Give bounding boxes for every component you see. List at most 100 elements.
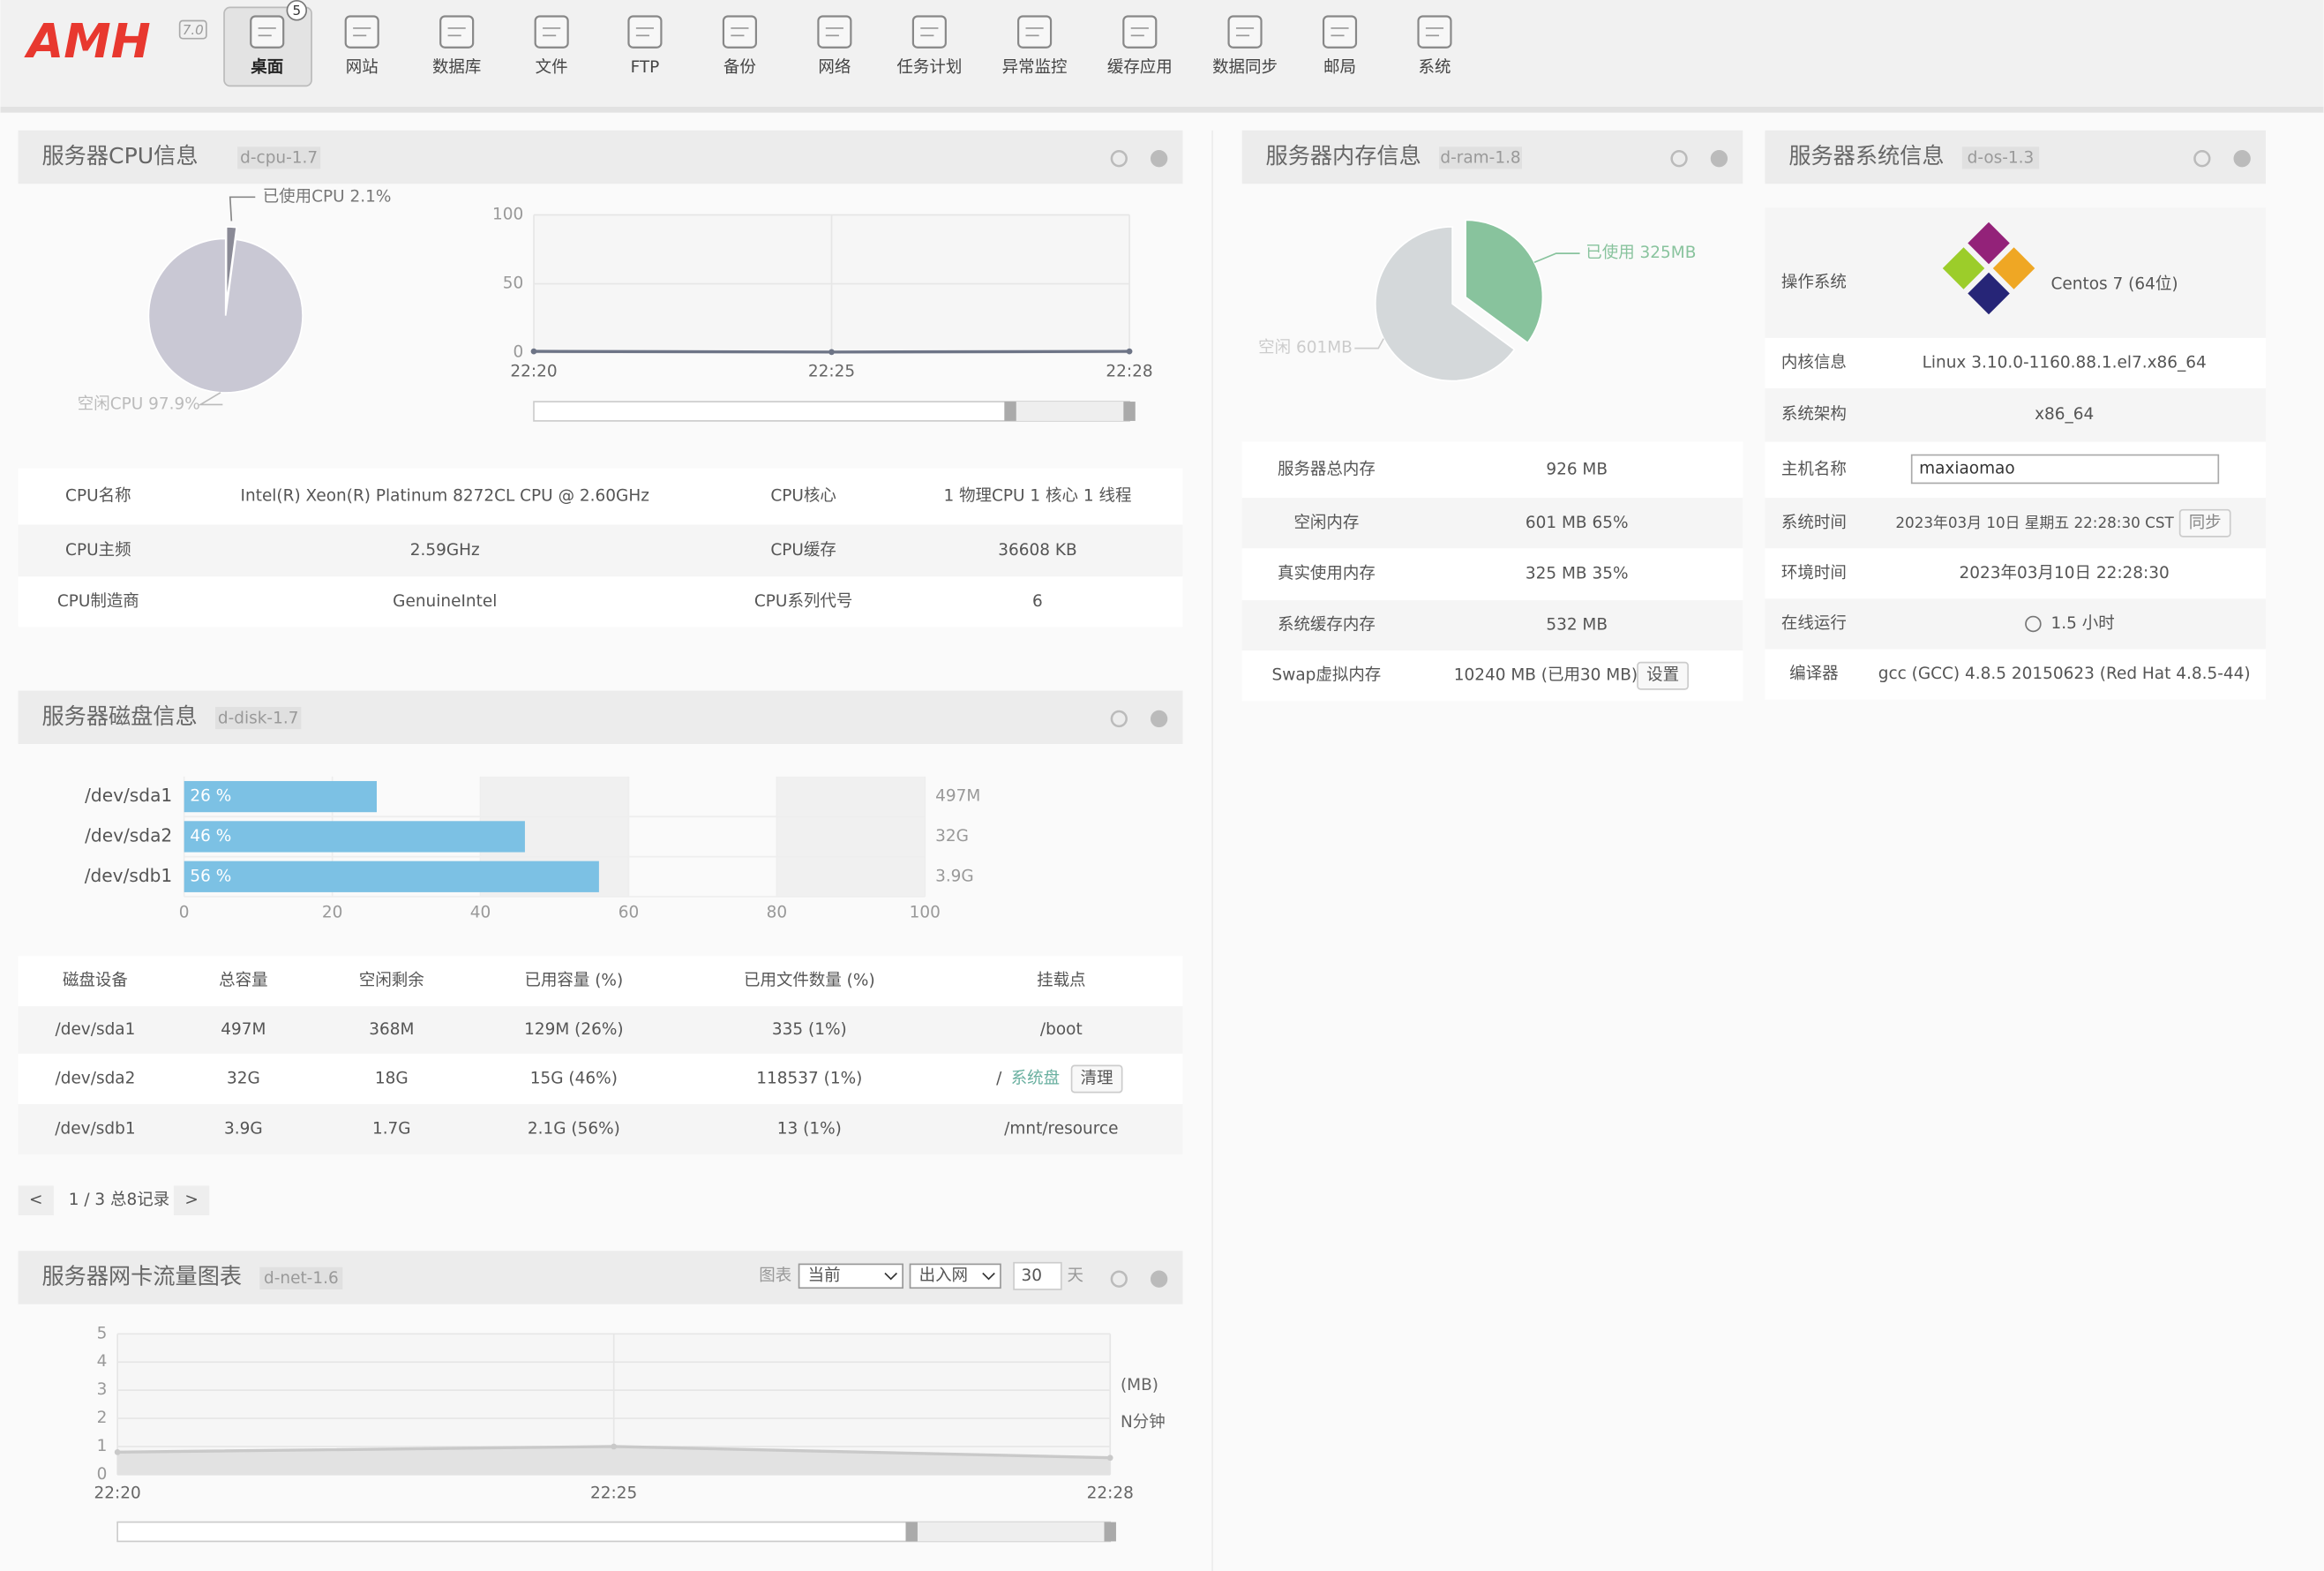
nav-item: 邮局	[1323, 58, 1356, 77]
pie-label: 已使用 325MB	[1586, 244, 1696, 262]
os-logo-part	[1992, 247, 2035, 289]
refresh-button[interactable]	[1110, 1270, 1128, 1288]
nav-icon[interactable]	[722, 15, 757, 49]
nav-item: 备份	[723, 58, 756, 77]
pager-next[interactable]	[173, 1185, 210, 1215]
zoom-slider-mask	[1010, 402, 1130, 421]
panel-title: 服务器网卡流量图表	[41, 1264, 242, 1289]
leader-line	[229, 196, 256, 222]
days-input[interactable]	[1013, 1261, 1062, 1290]
table-value: x86_64	[2035, 405, 2094, 424]
hostname-input[interactable]	[1910, 454, 2220, 485]
panel-tag-box	[259, 1267, 343, 1289]
table-row	[1765, 387, 2267, 442]
swap-button[interactable]	[1637, 661, 1689, 690]
y-tick-label: 50	[503, 274, 524, 293]
os-logo-part	[1968, 222, 2010, 265]
category-label: /dev/sda1	[85, 785, 172, 806]
nav-icon[interactable]	[439, 15, 475, 49]
close-button[interactable]	[1150, 710, 1168, 728]
swap-button-label: 设置	[1646, 666, 1679, 685]
nav-icon[interactable]	[250, 15, 285, 49]
y-tick-label: 5	[97, 1324, 108, 1342]
table-value: 926 MB	[1546, 460, 1608, 478]
panel-tag: d-os-1.3	[1968, 149, 2035, 168]
table-row	[1241, 548, 1743, 601]
table-cell: CPU制造商	[57, 592, 139, 611]
control-label: 图表	[759, 1267, 791, 1285]
nav-icon[interactable]	[817, 15, 852, 49]
nav-icon[interactable]	[344, 15, 379, 49]
pie-label: 空闲 601MB	[1258, 339, 1353, 357]
select-value: 出入网	[919, 1267, 968, 1285]
nav-icon[interactable]	[1417, 15, 1452, 49]
nav-icon[interactable]	[1017, 15, 1053, 49]
table-cell: /mnt/resource	[1004, 1120, 1118, 1139]
table-cell: 497M	[221, 1020, 266, 1039]
panel-tag: d-cpu-1.7	[240, 149, 318, 168]
zoom-handle[interactable]	[905, 1522, 918, 1542]
sync-button[interactable]	[2178, 508, 2231, 537]
table-row	[1765, 649, 2267, 700]
refresh-button[interactable]	[1670, 150, 1688, 168]
table-value: Centos 7 (64位)	[2051, 274, 2178, 293]
close-button[interactable]	[1150, 150, 1168, 168]
clock-icon	[2025, 615, 2042, 633]
zoom-handle[interactable]	[1004, 402, 1016, 421]
close-button[interactable]	[2233, 150, 2251, 168]
table-row	[1241, 600, 1743, 651]
table-row	[18, 1104, 1183, 1155]
x-tick-label: 22:20	[510, 362, 557, 380]
os-logo-part	[1968, 272, 2010, 315]
pager-prev[interactable]	[18, 1185, 54, 1215]
nav-item: 缓存应用	[1107, 58, 1173, 77]
table-row	[18, 1006, 1183, 1054]
refresh-button[interactable]	[1110, 710, 1128, 728]
panel-header	[18, 690, 1183, 744]
panel-title: 服务器系统信息	[1788, 143, 1944, 169]
nav-icon[interactable]	[1322, 15, 1358, 49]
pie-slice	[1465, 219, 1544, 344]
x-tick-label: 60	[618, 903, 640, 921]
table-cell: 13 (1%)	[777, 1120, 842, 1139]
close-button[interactable]	[1150, 1270, 1168, 1288]
table-label: 在线运行	[1781, 614, 1847, 633]
table-value: 532 MB	[1546, 616, 1608, 635]
table-label: 操作系统	[1781, 274, 1847, 292]
table-cell: /boot	[1040, 1020, 1083, 1039]
pie-slice	[225, 226, 238, 304]
sync-button-label: 同步	[2189, 514, 2222, 532]
refresh-button[interactable]	[1110, 150, 1128, 168]
nav-icon[interactable]	[1227, 15, 1263, 49]
clean-button[interactable]	[1070, 1064, 1123, 1094]
refresh-button[interactable]	[2193, 150, 2211, 168]
y-tick-label: 3	[97, 1380, 108, 1399]
point	[1106, 1454, 1113, 1462]
nav-icon[interactable]	[1122, 15, 1158, 49]
table-cell: /dev/sda2	[56, 1069, 136, 1087]
zoom-handle[interactable]	[1123, 402, 1136, 421]
table-row	[18, 576, 1183, 628]
table-cell: CPU主频	[65, 541, 131, 560]
pager-prev-label: <	[29, 1191, 42, 1209]
nav-icon[interactable]	[534, 15, 569, 49]
nav-icon[interactable]	[627, 15, 663, 49]
zoom-handle[interactable]	[1104, 1522, 1116, 1542]
close-button[interactable]	[1710, 150, 1728, 168]
table-cell: 335 (1%)	[772, 1020, 847, 1039]
table-cell: CPU缓存	[770, 541, 836, 560]
panel-tag: d-disk-1.7	[218, 709, 299, 727]
table-row	[18, 1053, 1183, 1105]
leader-line	[1533, 252, 1580, 264]
pie-label: 已使用CPU 2.1%	[263, 187, 392, 206]
nav-icon[interactable]	[911, 15, 947, 49]
version-box	[178, 19, 207, 40]
select[interactable]	[798, 1263, 903, 1289]
point	[611, 1443, 618, 1450]
version: 7.0	[183, 22, 204, 38]
table-cell: 32G	[227, 1069, 260, 1087]
table-cell: CPU核心	[770, 487, 836, 506]
panel-header	[18, 130, 1183, 184]
system-disk-link: 系统盘	[1011, 1069, 1060, 1087]
